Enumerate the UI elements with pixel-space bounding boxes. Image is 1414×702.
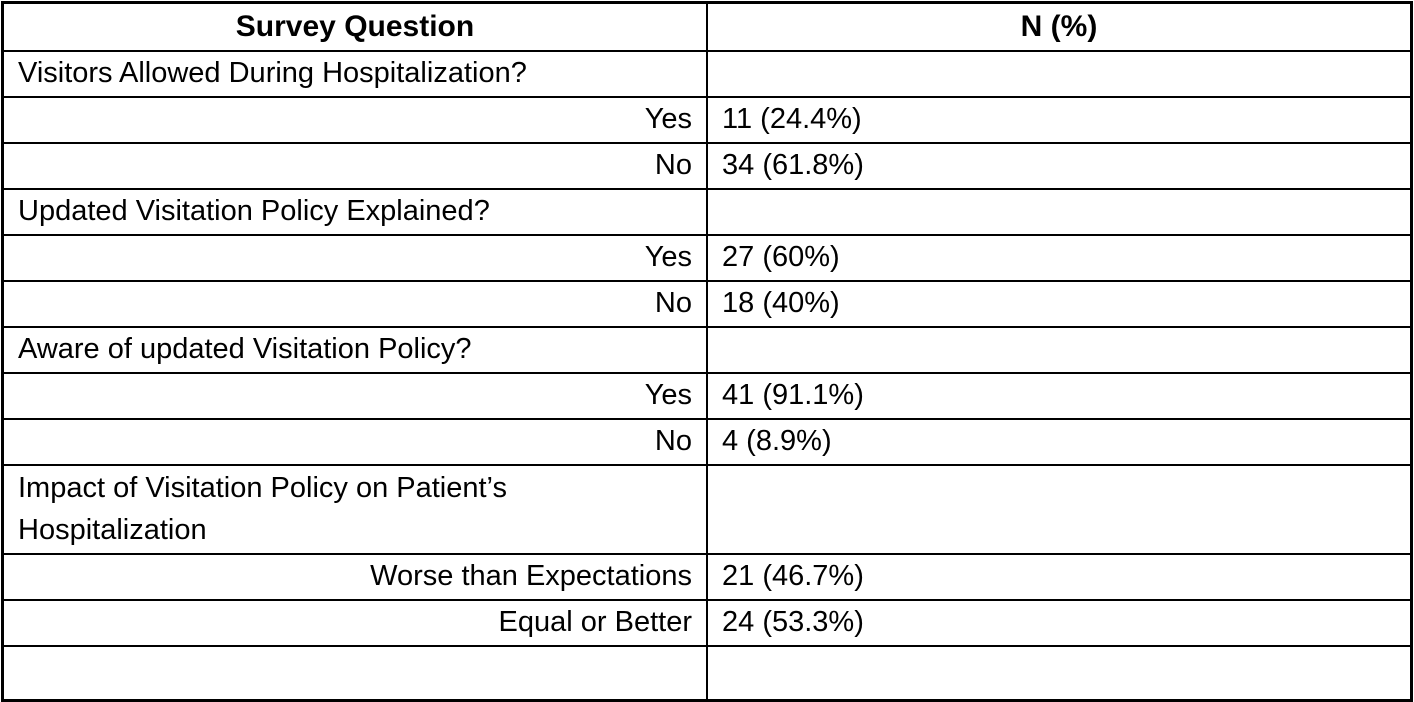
table-row-answer: Equal or Better 24 (53.3%) <box>1 598 1413 647</box>
table-row-answer: No 34 (61.8%) <box>1 141 1413 190</box>
table-row-answer: Yes 41 (91.1%) <box>1 371 1413 420</box>
table-row-answer: Worse than Expectations 21 (46.7%) <box>1 552 1413 601</box>
question-cell <box>1 644 708 702</box>
question-cell: Visitors Allowed During Hospitalization? <box>1 49 708 98</box>
answer-cell: Yes <box>1 371 708 420</box>
table-row-section: Visitors Allowed During Hospitalization? <box>1 49 1413 98</box>
answer-cell: Yes <box>1 233 708 282</box>
value-cell: 11 (24.4%) <box>706 95 1413 144</box>
question-cell: Aware of updated Visitation Policy? <box>1 325 708 374</box>
value-cell: 27 (60%) <box>706 233 1413 282</box>
value-cell: 4 (8.9%) <box>706 417 1413 466</box>
table-header-row: Survey Question N (%) <box>1 1 1413 52</box>
question-cell: Updated Visitation Policy Explained? <box>1 187 708 236</box>
column-header-n-pct: N (%) <box>706 1 1413 52</box>
answer-cell: Worse than Expectations <box>1 552 708 601</box>
table-row-answer: Yes 27 (60%) <box>1 233 1413 282</box>
value-cell <box>706 325 1413 374</box>
table-row-answer: Yes 11 (24.4%) <box>1 95 1413 144</box>
table-row-section: Impact of Visitation Policy on Patient’s… <box>1 463 1413 555</box>
answer-cell: No <box>1 141 708 190</box>
value-cell <box>706 644 1413 702</box>
value-cell <box>706 49 1413 98</box>
table-row-answer: No 4 (8.9%) <box>1 417 1413 466</box>
table-row-answer: No 18 (40%) <box>1 279 1413 328</box>
answer-cell: Yes <box>1 95 708 144</box>
table-row-section: Aware of updated Visitation Policy? <box>1 325 1413 374</box>
table-row-empty <box>1 644 1413 702</box>
value-cell: 34 (61.8%) <box>706 141 1413 190</box>
answer-cell: Equal or Better <box>1 598 708 647</box>
value-cell: 21 (46.7%) <box>706 552 1413 601</box>
answer-cell: No <box>1 279 708 328</box>
table-row-section: Updated Visitation Policy Explained? <box>1 187 1413 236</box>
value-cell: 24 (53.3%) <box>706 598 1413 647</box>
value-cell <box>706 187 1413 236</box>
answer-cell: No <box>1 417 708 466</box>
column-header-survey-question: Survey Question <box>1 1 708 52</box>
value-cell: 18 (40%) <box>706 279 1413 328</box>
value-cell <box>706 463 1413 555</box>
value-cell: 41 (91.1%) <box>706 371 1413 420</box>
question-cell: Impact of Visitation Policy on Patient’s… <box>1 463 708 555</box>
